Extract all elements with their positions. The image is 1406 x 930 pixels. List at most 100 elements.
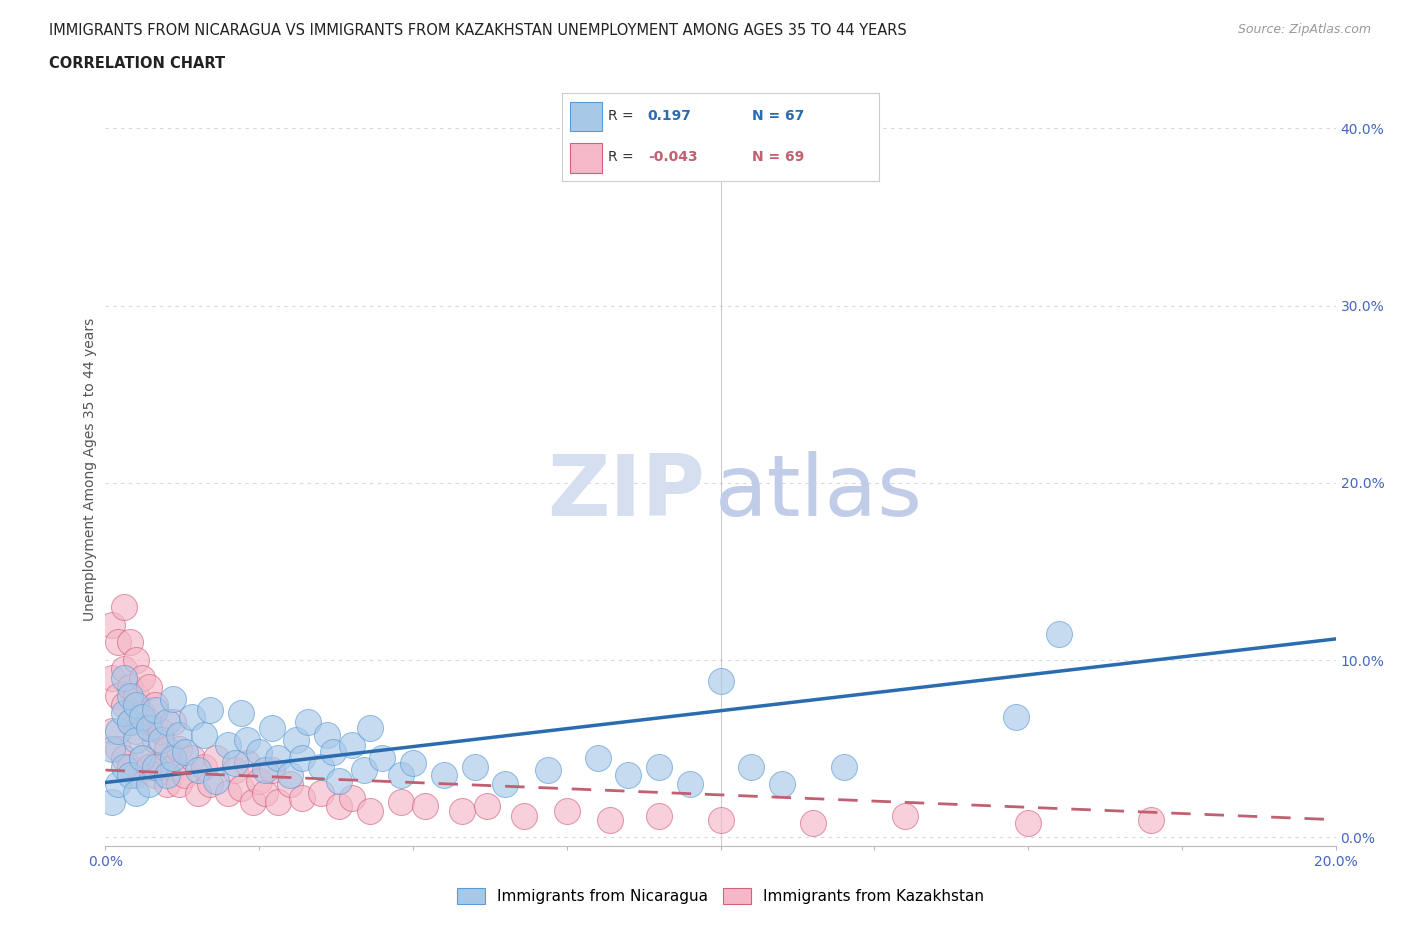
- Point: [156, 715, 179, 730]
- Legend: Immigrants from Nicaragua, Immigrants from Kazakhstan: Immigrants from Nicaragua, Immigrants fr…: [451, 882, 990, 910]
- Point: [143, 702, 166, 717]
- Point: [174, 768, 197, 783]
- Point: [359, 804, 381, 818]
- Point: [328, 798, 350, 813]
- Point: [278, 777, 301, 791]
- Point: [389, 794, 412, 809]
- Point: [131, 706, 153, 721]
- Point: [770, 777, 793, 791]
- Point: [285, 733, 308, 748]
- Point: [267, 794, 290, 809]
- Point: [112, 706, 135, 721]
- Point: [402, 755, 425, 770]
- Point: [415, 798, 437, 813]
- Point: [143, 759, 166, 774]
- Point: [894, 809, 917, 824]
- Point: [107, 635, 129, 650]
- Point: [120, 759, 141, 774]
- Point: [169, 727, 191, 742]
- Point: [322, 745, 344, 760]
- Point: [371, 751, 394, 765]
- Point: [169, 777, 191, 791]
- Point: [112, 759, 135, 774]
- Point: [254, 786, 277, 801]
- Point: [205, 751, 228, 765]
- Point: [100, 794, 122, 809]
- Point: [247, 745, 270, 760]
- Point: [198, 702, 221, 717]
- Point: [131, 671, 153, 685]
- Point: [242, 794, 264, 809]
- Point: [112, 661, 135, 676]
- Point: [120, 715, 141, 730]
- Point: [112, 600, 135, 615]
- Point: [162, 715, 184, 730]
- Point: [143, 733, 166, 748]
- Point: [162, 751, 184, 765]
- Point: [254, 763, 277, 777]
- Point: [169, 741, 191, 756]
- Point: [125, 698, 148, 712]
- Point: [120, 768, 141, 783]
- Point: [205, 773, 228, 788]
- Point: [120, 679, 141, 694]
- Point: [494, 777, 516, 791]
- Point: [107, 724, 129, 738]
- Point: [513, 809, 536, 824]
- Point: [648, 759, 671, 774]
- Point: [340, 737, 363, 752]
- Point: [278, 768, 301, 783]
- Point: [100, 618, 122, 632]
- Point: [710, 812, 733, 827]
- Point: [187, 763, 209, 777]
- Point: [291, 791, 314, 806]
- Point: [433, 768, 456, 783]
- Point: [125, 688, 148, 703]
- Point: [107, 741, 129, 756]
- Point: [143, 698, 166, 712]
- Point: [1140, 812, 1163, 827]
- Point: [131, 710, 153, 724]
- Point: [138, 720, 160, 735]
- Point: [125, 733, 148, 748]
- Point: [138, 679, 160, 694]
- Point: [149, 733, 172, 748]
- Point: [180, 710, 202, 724]
- Point: [120, 635, 141, 650]
- Point: [224, 755, 246, 770]
- Text: CORRELATION CHART: CORRELATION CHART: [49, 56, 225, 71]
- Point: [832, 759, 855, 774]
- Point: [138, 777, 160, 791]
- Point: [162, 692, 184, 707]
- Point: [260, 720, 283, 735]
- Point: [740, 759, 762, 774]
- Point: [340, 791, 363, 806]
- Point: [100, 724, 122, 738]
- Point: [156, 741, 179, 756]
- Point: [309, 786, 332, 801]
- Point: [267, 751, 290, 765]
- Point: [138, 715, 160, 730]
- Point: [353, 763, 375, 777]
- Point: [138, 759, 160, 774]
- Text: N = 69: N = 69: [752, 151, 804, 165]
- Point: [229, 780, 252, 795]
- Point: [586, 751, 609, 765]
- Point: [107, 777, 129, 791]
- Point: [125, 786, 148, 801]
- Point: [125, 653, 148, 668]
- Point: [260, 763, 283, 777]
- Point: [464, 759, 486, 774]
- Point: [359, 720, 381, 735]
- Point: [112, 751, 135, 765]
- Point: [328, 773, 350, 788]
- Point: [247, 773, 270, 788]
- Point: [125, 768, 148, 783]
- Point: [120, 715, 141, 730]
- Point: [218, 786, 240, 801]
- Point: [100, 741, 122, 756]
- Point: [236, 755, 259, 770]
- Point: [112, 671, 135, 685]
- Point: [149, 724, 172, 738]
- Point: [1017, 816, 1039, 830]
